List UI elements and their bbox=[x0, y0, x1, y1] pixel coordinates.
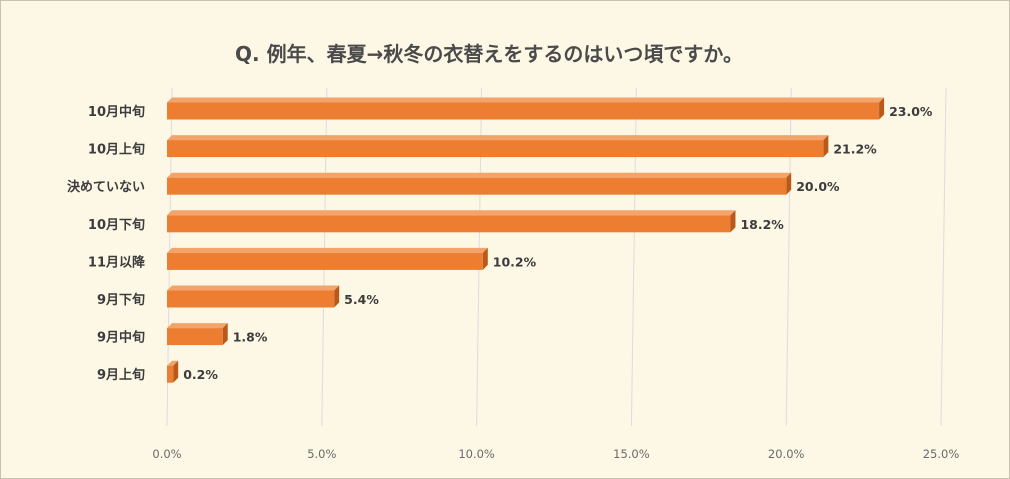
bar-top bbox=[167, 135, 829, 141]
bar-top bbox=[167, 172, 792, 178]
bar-top bbox=[167, 323, 228, 329]
bar-side bbox=[786, 172, 792, 195]
bar bbox=[167, 215, 731, 233]
value-label: 0.2% bbox=[183, 367, 218, 382]
category-label: 9月下旬 bbox=[97, 292, 145, 308]
x-tick-label: 15.0% bbox=[613, 447, 650, 461]
category-label: 9月上旬 bbox=[97, 367, 145, 383]
bar bbox=[167, 365, 174, 383]
category-label: 10月中旬 bbox=[88, 104, 145, 120]
bar-side bbox=[879, 97, 885, 120]
category-label: 10月上旬 bbox=[88, 142, 145, 158]
labels: 0.0% 5.0% 10.0% 15.0% 20.0% 25.0% 10月中旬 23.0% 10… bbox=[67, 104, 959, 461]
bar bbox=[167, 140, 824, 158]
category-label: 9月中旬 bbox=[97, 330, 145, 346]
value-label: 10.2% bbox=[493, 254, 537, 269]
value-label: 18.2% bbox=[740, 217, 784, 232]
bar-side bbox=[222, 323, 228, 346]
bar-side bbox=[173, 360, 179, 383]
value-label: 20.0% bbox=[796, 179, 840, 194]
bar bbox=[167, 102, 880, 120]
bars bbox=[167, 97, 885, 383]
bar-top bbox=[167, 285, 340, 291]
bar-top bbox=[167, 210, 736, 216]
bar-top bbox=[167, 97, 885, 103]
gridline bbox=[940, 87, 947, 427]
category-label: 決めていない bbox=[67, 179, 145, 195]
value-label: 21.2% bbox=[833, 142, 877, 157]
x-tick-label: 10.0% bbox=[458, 447, 495, 461]
category-label: 11月以降 bbox=[88, 254, 146, 270]
bar-side bbox=[823, 135, 829, 158]
bar bbox=[167, 177, 787, 195]
bar-top bbox=[167, 360, 179, 366]
value-label: 5.4% bbox=[344, 292, 379, 307]
bar-side bbox=[730, 210, 736, 233]
bar-side bbox=[482, 247, 488, 270]
bar bbox=[167, 252, 483, 270]
x-tick-label: 25.0% bbox=[923, 447, 960, 461]
bar-top bbox=[167, 247, 488, 253]
value-label: 1.8% bbox=[233, 330, 268, 345]
bar bbox=[167, 328, 223, 346]
bar-side bbox=[334, 285, 340, 308]
value-label: 23.0% bbox=[889, 104, 933, 119]
x-tick-label: 5.0% bbox=[307, 447, 336, 461]
category-label: 10月下旬 bbox=[88, 217, 145, 233]
x-tick-label: 0.0% bbox=[152, 447, 181, 461]
x-tick-label: 20.0% bbox=[768, 447, 805, 461]
chart-title: Q. 例年、春夏→秋冬の衣替えをするのはいつ頃ですか。 bbox=[235, 42, 743, 66]
bar bbox=[167, 290, 335, 308]
